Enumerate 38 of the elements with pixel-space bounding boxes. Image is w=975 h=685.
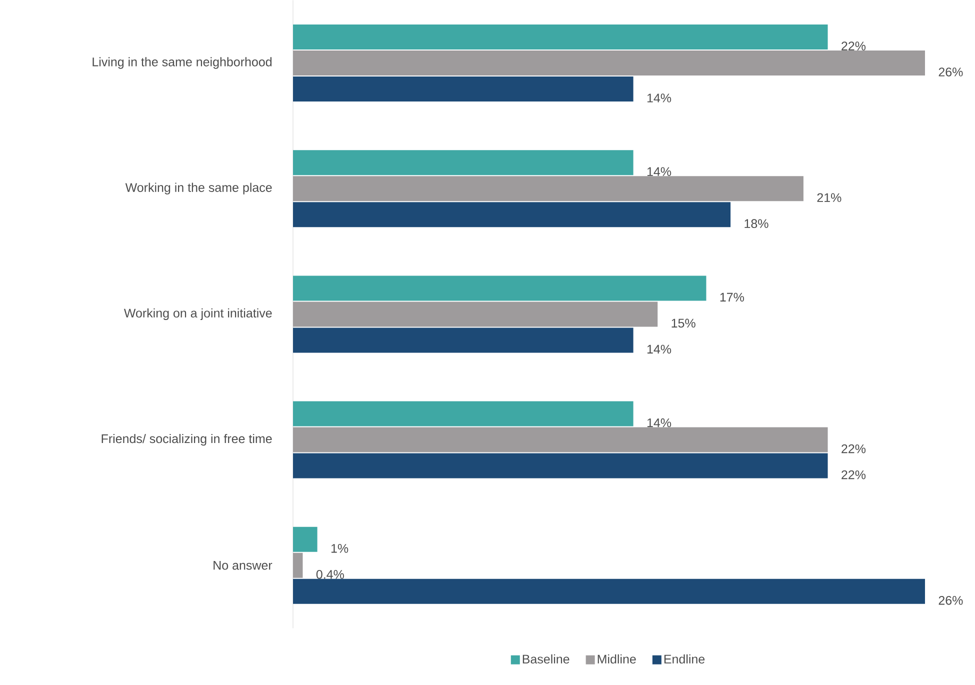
y-tick-label: Working on a joint initiative <box>124 308 272 320</box>
data-label: 22% <box>842 42 866 50</box>
data-label: 0.4% <box>316 570 344 579</box>
data-label: 14% <box>647 344 672 354</box>
bar <box>293 328 634 353</box>
bar <box>293 276 706 301</box>
bar <box>293 76 634 102</box>
bar <box>293 150 634 175</box>
data-label: 17% <box>720 292 744 302</box>
data-label: 18% <box>744 219 768 228</box>
data-label: 14% <box>647 167 672 176</box>
data-label: 14% <box>647 94 672 102</box>
y-tick-label: Friends/ socializing in free time <box>102 434 272 446</box>
legend-label: Midline <box>598 654 636 664</box>
data-label: 14% <box>647 418 672 428</box>
legend-label: Baseline <box>522 654 570 664</box>
bar <box>293 578 925 604</box>
bar <box>293 401 634 426</box>
bar <box>293 427 828 452</box>
data-label: 22% <box>842 470 866 480</box>
y-tick-label: Working in the same place <box>125 182 272 194</box>
data-label: 1% <box>331 544 348 553</box>
bar <box>293 202 731 227</box>
bar <box>293 552 303 578</box>
data-label: 15% <box>672 318 696 328</box>
data-label: 26% <box>938 596 963 605</box>
data-label: 21% <box>817 193 842 202</box>
legend-label: Endline <box>664 654 705 664</box>
data-label: 26% <box>938 67 963 76</box>
bar <box>293 50 925 76</box>
data-label: 22% <box>842 444 866 454</box>
y-tick-label: No answer <box>214 560 272 570</box>
bar <box>293 453 828 478</box>
bar <box>293 526 318 552</box>
y-tick-label: Living in the same neighborhood <box>92 57 272 69</box>
bar <box>293 24 828 50</box>
bar <box>293 302 658 327</box>
bar <box>293 176 804 201</box>
